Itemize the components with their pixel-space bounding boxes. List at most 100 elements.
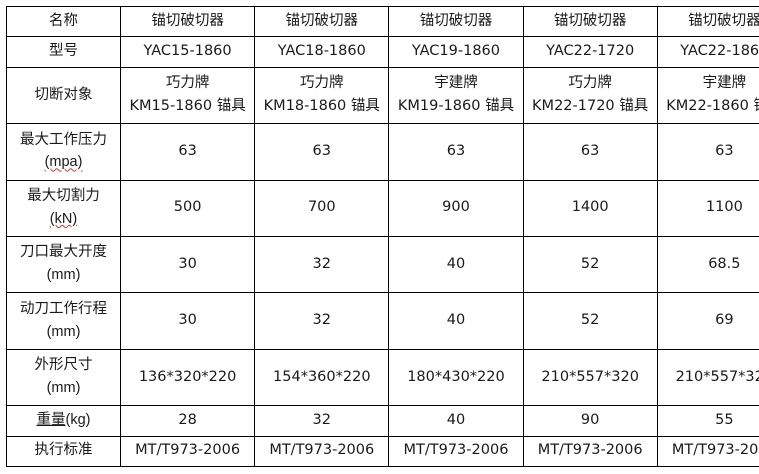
spec-value-line1: 63 (178, 143, 197, 160)
spec-value-line1: 锚切破切器 (151, 12, 224, 29)
spec-value-line2: KM22-1720 锚具 (532, 98, 649, 115)
spec-value-cell: 136*320*220 (119, 348, 256, 407)
spec-value-line1: 52 (580, 255, 600, 272)
spec-value-line1: 63 (715, 143, 734, 160)
row-label-cell: 执行标准 (6, 435, 121, 468)
spec-value-line1: YAC18-1860 (277, 43, 366, 60)
row-label-text: 最大切割力 (27, 188, 100, 205)
spec-value-cell: 210*557*320 (656, 348, 759, 407)
spec-value-cell: 63 (656, 123, 759, 181)
spec-value-line1: MT/T973-2006 (135, 442, 241, 459)
spec-table-body: 名称 锚切破切器 锚切破切器 锚切破切器 锚切破切器 锚切破切器 型号 YAC15-1860 Y… (6, 5, 759, 468)
spec-value-cell: 锚切破切器 (522, 5, 658, 38)
row-label-unit: (mm) (46, 267, 81, 284)
spec-value-cell: 55 (656, 405, 759, 437)
table-row: 刀口最大开度 (mm) 30 32 40 52 68.5 (6, 235, 759, 294)
spec-value-cell: 1400 (522, 179, 658, 237)
spec-value-line1: 154*360*220 (273, 368, 371, 385)
spec-value-line1: MT/T973-2006 (403, 442, 509, 459)
spec-value-line1: 锚切破切器 (419, 12, 493, 29)
spec-value-cell: 锚切破切器 (656, 5, 759, 38)
spec-value-line1: 巧力牌 (568, 75, 612, 92)
spec-value-line1: 40 (446, 312, 466, 329)
row-label-cell: 最大工作压力 (mpa) (6, 123, 121, 181)
spec-value-line1: 63 (580, 143, 600, 160)
spec-value-cell: 500 (119, 179, 256, 237)
row-label-cell: 外形尺寸 (mm) (6, 348, 121, 407)
spec-value-line1: 900 (442, 199, 470, 216)
spec-value-cell: YAC22-1860 (656, 36, 759, 68)
spec-value-line1: 巧力牌 (300, 75, 344, 92)
spec-value-cell: MT/T973-2006 (388, 435, 524, 468)
spec-value-cell: 154*360*220 (254, 348, 390, 407)
spec-value-line1: 40 (446, 411, 466, 428)
spec-value-line1: MT/T973-2006 (537, 442, 643, 459)
spec-value-line1: YAC15-1860 (143, 43, 232, 60)
row-label-text: 刀口最大开度 (20, 244, 107, 261)
spec-value-cell: 900 (388, 179, 524, 237)
spec-value-cell: 32 (254, 405, 390, 437)
spec-value-cell: 巧力牌 KM18-1860 锚具 (254, 66, 390, 125)
spec-value-line1: 210*557*320 (675, 368, 759, 385)
spec-value-cell: 90 (522, 405, 658, 437)
table-row: 名称 锚切破切器 锚切破切器 锚切破切器 锚切破切器 锚切破切器 (6, 5, 759, 38)
table-row: 型号 YAC15-1860 YAC18-1860 YAC19-1860 YAC22-17… (6, 36, 759, 68)
row-label-text: 名称 (49, 12, 78, 29)
row-label-cell: 重量(kg) (6, 405, 121, 437)
spec-value-line1: 32 (312, 312, 331, 329)
row-label-cell: 最大切割力 (kN) (6, 179, 121, 237)
spec-value-line1: 巧力牌 (165, 75, 210, 92)
spec-value-line2: KM22-1860 锚具 (666, 98, 759, 115)
spec-value-cell: 锚切破切器 (388, 5, 524, 38)
spec-value-cell: MT/T973-2006 (522, 435, 658, 468)
spec-value-cell: 28 (119, 405, 256, 437)
spec-value-line1: 500 (173, 199, 202, 216)
spec-value-cell: 52 (522, 292, 658, 350)
table-row: 重量(kg) 28 32 40 90 55 (6, 405, 759, 437)
table-row: 外形尺寸 (mm) 136*320*220 154*360*220 180*430*22… (6, 348, 759, 407)
spec-value-line1: 宇建牌 (702, 75, 747, 92)
spec-value-line1: MT/T973-2006 (269, 442, 375, 459)
row-label-text: 动刀工作行程 (20, 300, 107, 317)
row-label-cell: 动刀工作行程 (mm) (6, 292, 121, 350)
spec-value-cell: YAC18-1860 (254, 36, 390, 68)
spec-value-cell: 30 (119, 235, 256, 294)
row-label-unit: (kg) (65, 411, 91, 428)
spec-value-cell: 1100 (656, 179, 759, 237)
spec-value-line1: 30 (178, 312, 197, 329)
spec-table-container: 名称 锚切破切器 锚切破切器 锚切破切器 锚切破切器 锚切破切器 型号 YAC15-1860 Y… (6, 5, 759, 468)
spec-value-line1: 1100 (705, 199, 743, 216)
spec-value-cell: 宇建牌 KM19-1860 锚具 (388, 66, 524, 125)
spec-value-line1: 69 (715, 312, 734, 329)
table-row: 切断对象 巧力牌 KM15-1860 锚具 巧力牌 KM18-1860 锚具 宇建牌 KM1… (6, 66, 759, 125)
spec-value-line1: 700 (307, 199, 336, 216)
spec-value-cell: 63 (254, 123, 390, 181)
product-spec-table: 名称 锚切破切器 锚切破切器 锚切破切器 锚切破切器 锚切破切器 型号 YAC15-1860 Y… (6, 5, 759, 468)
row-label-cell: 刀口最大开度 (mm) (6, 235, 121, 294)
spec-value-line2: KM15-1860 锚具 (129, 98, 246, 115)
spec-value-line1: 210*557*320 (541, 368, 639, 385)
spec-value-cell: 63 (522, 123, 658, 181)
spec-value-line1: 90 (580, 411, 600, 428)
spec-value-line2: KM18-1860 锚具 (263, 98, 380, 115)
spec-value-line1: YAC19-1860 (411, 43, 501, 60)
spec-value-line1: 32 (312, 255, 331, 272)
spec-value-line1: 180*430*220 (407, 368, 505, 385)
spec-value-cell: 40 (388, 292, 524, 350)
spec-value-cell: 69 (656, 292, 759, 350)
spec-value-cell: 巧力牌 KM22-1720 锚具 (522, 66, 658, 125)
row-label-text: 外形尺寸 (34, 357, 93, 374)
spec-value-cell: 宇建牌 KM22-1860 锚具 (656, 66, 759, 125)
table-row: 最大切割力 (kN) 500 700 900 1400 1100 (6, 179, 759, 237)
spec-value-cell: 180*430*220 (388, 348, 524, 407)
spec-value-cell: 68.5 (656, 235, 759, 294)
spec-value-line1: MT/T973-2006 (671, 442, 759, 459)
spec-value-cell: 63 (388, 123, 524, 181)
row-label-unit: (mm) (46, 379, 81, 396)
table-row: 执行标准 MT/T973-2006 MT/T973-2006 MT/T973-2006… (6, 435, 759, 468)
spec-value-line1: YAC22-1720 (546, 43, 635, 60)
spec-value-cell: 40 (388, 405, 524, 437)
spec-value-line1: 52 (580, 312, 600, 329)
spec-value-cell: 32 (254, 235, 390, 294)
row-label-cell: 型号 (6, 36, 121, 68)
